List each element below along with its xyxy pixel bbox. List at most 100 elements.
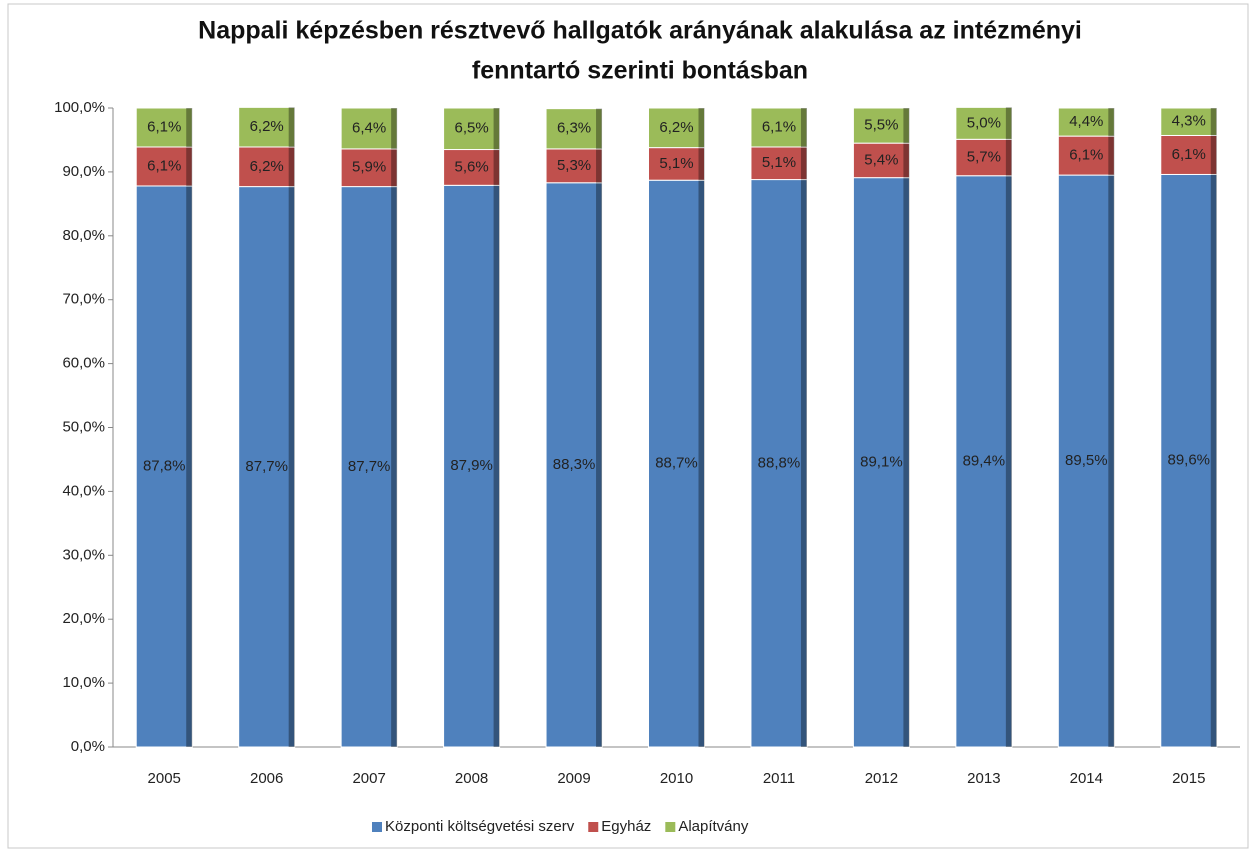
x-tick-label: 2006	[250, 770, 283, 787]
data-label: 5,3%	[557, 157, 591, 174]
data-label: 89,4%	[963, 452, 1006, 469]
bar-segment	[340, 186, 398, 748]
data-label: 6,2%	[250, 118, 284, 135]
bar-shade	[288, 146, 295, 187]
x-tick-label: 2005	[148, 770, 181, 787]
bar-segment	[955, 138, 1013, 177]
legend-swatch	[588, 822, 599, 832]
bar-segment	[750, 107, 808, 148]
x-tick-label: 2013	[967, 770, 1000, 787]
x-tick-label: 2008	[455, 770, 488, 787]
data-label: 4,4%	[1069, 113, 1103, 130]
x-tick-label: 2010	[660, 770, 693, 787]
x-tick-label: 2015	[1172, 770, 1205, 787]
bar-shade	[1108, 136, 1115, 176]
data-label: 5,1%	[659, 155, 693, 172]
bar-shade	[596, 108, 603, 149]
data-label: 88,7%	[655, 455, 698, 472]
chart-frame	[7, 3, 1249, 849]
bar-segment	[545, 182, 603, 748]
data-label: 5,1%	[762, 154, 796, 171]
bar-shade	[391, 108, 398, 149]
bar-segment	[443, 107, 501, 151]
bar-segment	[545, 108, 603, 150]
bar-shade	[1210, 174, 1217, 747]
bar-segment	[340, 107, 398, 150]
data-label: 87,7%	[245, 458, 288, 475]
bar-shade	[1005, 175, 1012, 747]
bar-shade	[493, 149, 500, 186]
y-tick-label: 100,0%	[54, 99, 105, 116]
bar-shade	[288, 107, 295, 147]
x-tick-label: 2007	[352, 770, 385, 787]
bar-segment	[852, 177, 910, 748]
data-label: 5,5%	[864, 117, 898, 134]
bar-shade	[596, 182, 603, 747]
data-label: 5,9%	[352, 159, 386, 176]
y-tick-label: 90,0%	[62, 163, 105, 180]
data-label: 5,0%	[967, 114, 1001, 131]
data-label: 6,1%	[1172, 146, 1206, 163]
x-tick-label: 2014	[1070, 770, 1103, 787]
data-label: 87,7%	[348, 458, 391, 475]
y-tick-label: 20,0%	[62, 610, 105, 627]
legend-label: Központi költségvetési szerv	[385, 818, 575, 835]
bar-segment	[1057, 174, 1115, 748]
bar-shade	[186, 108, 193, 147]
bar-shade	[288, 186, 295, 748]
y-tick-label: 80,0%	[62, 227, 105, 244]
data-label: 6,1%	[147, 118, 181, 135]
bar-shade	[493, 108, 500, 150]
bar-shade	[698, 108, 705, 148]
bar-segment	[852, 142, 910, 179]
data-label: 6,4%	[352, 119, 386, 136]
legend-label: Alapítvány	[678, 818, 749, 835]
y-tick-label: 10,0%	[62, 674, 105, 691]
y-tick-label: 30,0%	[62, 546, 105, 563]
bar-shade	[800, 108, 807, 147]
y-tick-label: 0,0%	[71, 738, 105, 755]
data-label: 6,3%	[557, 120, 591, 137]
bar-shade	[698, 147, 705, 181]
chart-title: fenntartó szerinti bontásban	[472, 57, 808, 85]
bar-shade	[1005, 139, 1012, 176]
data-label: 4,3%	[1172, 113, 1206, 130]
bar-shade	[698, 180, 705, 747]
legend-label: Egyház	[601, 818, 651, 835]
data-label: 5,7%	[967, 148, 1001, 165]
bar-segment	[135, 107, 193, 148]
bar-segment	[135, 146, 193, 187]
x-tick-label: 2009	[557, 770, 590, 787]
bar-segment	[648, 179, 705, 748]
data-label: 87,9%	[450, 457, 493, 474]
bar-shade	[1108, 175, 1115, 748]
bar-segment	[238, 106, 296, 148]
data-label: 6,1%	[1069, 147, 1103, 164]
x-tick-label: 2012	[865, 770, 898, 787]
y-tick-label: 50,0%	[62, 418, 105, 435]
data-label: 89,6%	[1167, 452, 1210, 469]
bar-shade	[800, 179, 807, 747]
data-label: 5,6%	[454, 158, 488, 175]
legend-swatch	[372, 822, 382, 832]
data-label: 6,2%	[250, 158, 284, 175]
data-label: 6,5%	[454, 120, 488, 137]
bar-shade	[1005, 107, 1012, 140]
bar-segment	[340, 148, 398, 188]
bar-shade	[186, 185, 193, 747]
bar-segment	[545, 148, 603, 184]
data-label: 6,2%	[659, 119, 693, 136]
bar-shade	[493, 185, 500, 748]
bar-segment	[135, 185, 193, 748]
bar-shade	[903, 143, 910, 178]
bar-segment	[1160, 134, 1218, 175]
bar-shade	[391, 186, 398, 748]
bar-segment	[443, 149, 501, 186]
legend-swatch	[665, 822, 676, 832]
bar-shade	[800, 146, 807, 180]
bar-segment	[1057, 107, 1115, 137]
bar-shade	[1108, 108, 1115, 137]
data-label: 88,3%	[553, 456, 596, 473]
bar-segment	[648, 147, 705, 181]
